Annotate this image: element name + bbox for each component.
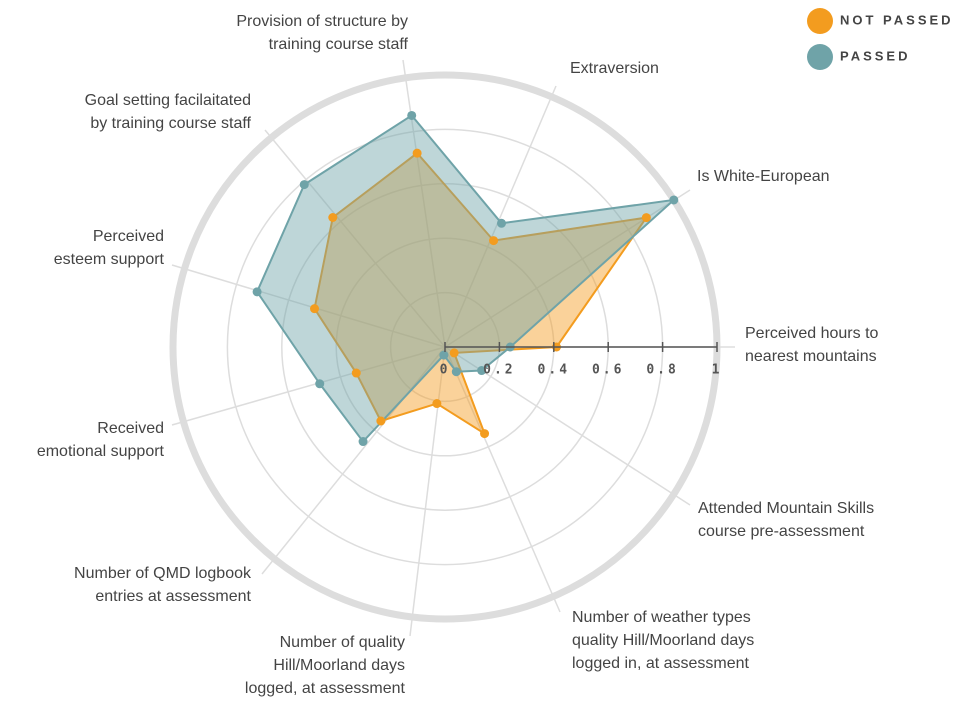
axis-spoke: [444, 346, 561, 613]
data-point: [669, 195, 679, 205]
axis-label: training course staff: [269, 36, 409, 53]
tick-label: 0.6: [592, 363, 624, 378]
data-point: [432, 399, 442, 409]
axis-label: Hill/Moorland days: [273, 657, 405, 674]
axis-label: nearest mountains: [745, 348, 877, 365]
axis-spoke: [171, 346, 446, 426]
axis-label: Attended Mountain Skills: [698, 500, 874, 517]
legend-label: NOT PASSED: [840, 12, 954, 27]
axis-label: by training course staff: [90, 115, 251, 132]
axis-label: Perceived: [93, 228, 164, 245]
axis-label: Is White-European: [697, 168, 830, 185]
axis-spoke: [261, 346, 446, 575]
data-point: [489, 236, 499, 246]
axis-label: Received: [97, 420, 164, 437]
axis-spoke: [444, 85, 557, 348]
data-point: [451, 367, 461, 377]
axis-label: entries at assessment: [95, 588, 251, 605]
axis-label: quality Hill/Moorland days: [572, 632, 754, 649]
data-point: [351, 368, 361, 378]
legend-label: PASSED: [840, 48, 911, 63]
axis-label: logged in, at assessment: [572, 655, 750, 672]
series-area: [313, 151, 649, 437]
axis-label: Goal setting facilaitated: [85, 92, 251, 109]
axis-label: Number of quality: [280, 634, 405, 651]
data-point: [252, 287, 262, 297]
data-point: [299, 180, 309, 190]
data-point: [496, 218, 506, 228]
axis-label: Number of weather types: [572, 609, 751, 626]
tick-label: 0: [440, 363, 451, 378]
legend-swatch: [807, 8, 833, 34]
axis-label: Provision of structure by: [236, 13, 408, 30]
axis-label: Extraversion: [570, 60, 659, 77]
axis-spoke: [402, 59, 446, 348]
tick-label: 0.8: [646, 363, 678, 378]
axis-label: Number of QMD logbook: [74, 565, 252, 582]
axis-spoke: [171, 264, 446, 348]
tick-label: 0.4: [538, 363, 570, 378]
data-point: [310, 304, 320, 314]
tick-label: 1: [712, 363, 723, 378]
axis-label: logged, at assessment: [245, 680, 406, 697]
data-point: [407, 110, 417, 120]
axis-spoke: [444, 346, 691, 506]
data-point: [412, 148, 422, 158]
tick-label: 0.2: [483, 363, 515, 378]
data-point: [358, 437, 368, 447]
data-point: [315, 379, 325, 389]
axis-spoke: [264, 129, 446, 348]
axis-label: course pre-assessment: [698, 523, 865, 540]
axis-label: esteem support: [54, 251, 165, 268]
axis-label: Perceived hours to: [745, 325, 879, 342]
data-point: [328, 212, 338, 222]
data-point: [449, 348, 459, 358]
data-point: [477, 366, 487, 376]
data-point: [376, 416, 386, 426]
axis-spoke: [409, 346, 446, 637]
data-point: [439, 350, 449, 360]
data-point: [641, 213, 651, 223]
data-point: [480, 429, 490, 439]
legend-swatch: [807, 44, 833, 70]
axis-label: emotional support: [37, 443, 165, 460]
